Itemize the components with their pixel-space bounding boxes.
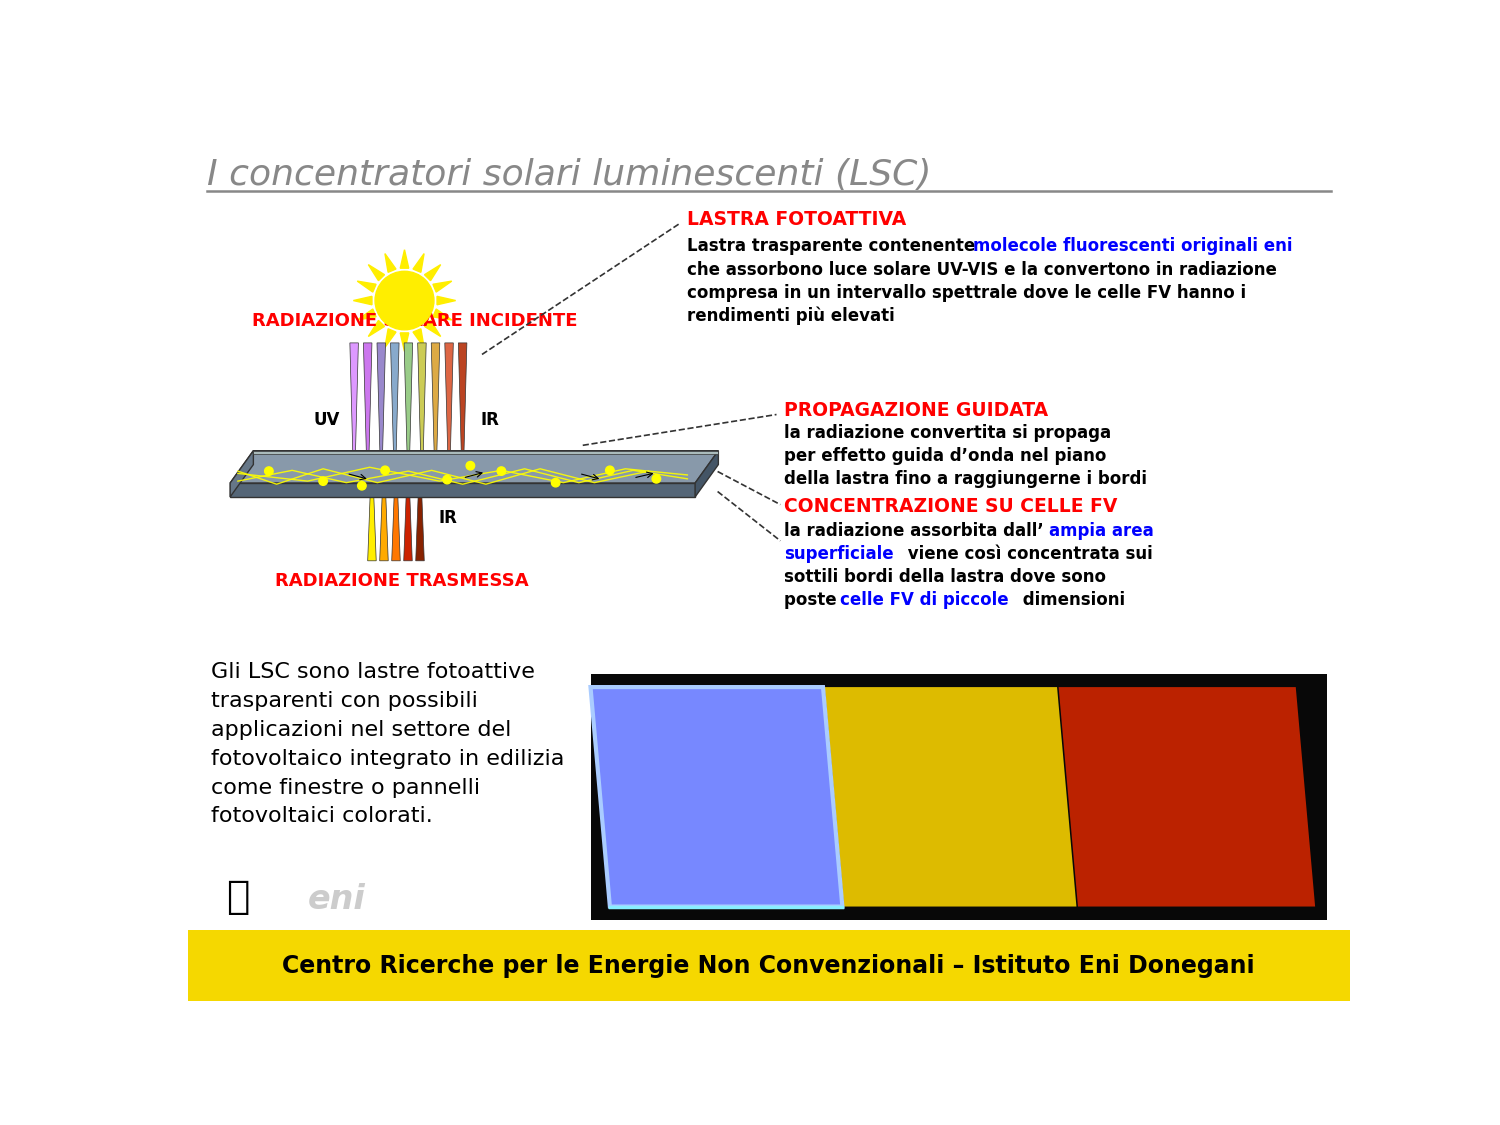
Text: Centro Ricerche per le Energie Non Convenzionali – Istituto Eni Donegani: Centro Ricerche per le Energie Non Conve…	[282, 954, 1256, 978]
Text: poste: poste	[784, 591, 843, 609]
Polygon shape	[446, 343, 453, 468]
Polygon shape	[368, 471, 376, 560]
Polygon shape	[591, 687, 843, 907]
Text: sottili bordi della lastra dove sono: sottili bordi della lastra dove sono	[784, 568, 1106, 586]
Text: celle FV di piccole: celle FV di piccole	[840, 591, 1008, 609]
Text: IR: IR	[480, 411, 500, 429]
Bar	[188, 930, 1350, 1001]
Polygon shape	[392, 471, 400, 560]
Text: RADIAZIONE TRASMESSA: RADIAZIONE TRASMESSA	[274, 572, 530, 590]
Polygon shape	[694, 451, 718, 497]
Polygon shape	[400, 333, 410, 351]
Text: PROPAGAZIONE GUIDATA: PROPAGAZIONE GUIDATA	[784, 400, 1048, 420]
Polygon shape	[417, 343, 426, 468]
Polygon shape	[404, 343, 412, 468]
Circle shape	[357, 482, 366, 490]
Text: rendimenti più elevati: rendimenti più elevati	[687, 307, 896, 325]
Bar	[591, 674, 1326, 920]
Polygon shape	[404, 471, 412, 560]
Circle shape	[381, 466, 390, 475]
Circle shape	[442, 476, 452, 484]
Polygon shape	[350, 343, 358, 468]
Text: 🐾: 🐾	[226, 879, 249, 916]
Circle shape	[652, 475, 660, 483]
Polygon shape	[354, 296, 372, 305]
Polygon shape	[390, 343, 399, 468]
Polygon shape	[230, 451, 254, 497]
Polygon shape	[357, 281, 376, 292]
Text: ampia area: ampia area	[1050, 522, 1154, 540]
Polygon shape	[363, 343, 372, 468]
Text: RADIAZIONE SOLARE INCIDENTE: RADIAZIONE SOLARE INCIDENTE	[252, 312, 578, 330]
Circle shape	[320, 477, 327, 485]
Polygon shape	[430, 343, 439, 468]
Polygon shape	[230, 451, 718, 483]
Polygon shape	[424, 264, 441, 280]
Polygon shape	[424, 321, 441, 336]
Polygon shape	[459, 343, 466, 468]
Polygon shape	[825, 687, 1077, 907]
Circle shape	[496, 467, 506, 476]
Circle shape	[606, 466, 613, 475]
Polygon shape	[413, 253, 424, 272]
Polygon shape	[1059, 687, 1316, 907]
Polygon shape	[413, 328, 424, 348]
Polygon shape	[254, 451, 718, 453]
Polygon shape	[386, 328, 396, 348]
Text: LASTRA FOTOATTIVA: LASTRA FOTOATTIVA	[687, 209, 906, 228]
Polygon shape	[380, 471, 388, 560]
Polygon shape	[357, 309, 376, 319]
Text: Lastra trasparente contenente: Lastra trasparente contenente	[687, 237, 981, 255]
Text: IR: IR	[438, 508, 458, 526]
Text: la radiazione assorbita dall’: la radiazione assorbita dall’	[784, 522, 1044, 540]
Circle shape	[264, 467, 273, 476]
Polygon shape	[400, 250, 410, 268]
Text: dimensioni: dimensioni	[1017, 591, 1125, 609]
Text: compresa in un intervallo spettrale dove le celle FV hanno i: compresa in un intervallo spettrale dove…	[687, 284, 1246, 302]
Text: della lastra fino a raggiungerne i bordi: della lastra fino a raggiungerne i bordi	[784, 470, 1148, 488]
Polygon shape	[230, 483, 694, 497]
Text: la radiazione convertita si propaga: la radiazione convertita si propaga	[784, 424, 1112, 442]
Text: eni: eni	[308, 883, 366, 916]
Text: viene così concentrata sui: viene così concentrata sui	[902, 544, 1154, 562]
Text: per effetto guida d’onda nel piano: per effetto guida d’onda nel piano	[784, 447, 1107, 465]
Polygon shape	[369, 321, 384, 336]
Circle shape	[375, 271, 434, 330]
Text: Gli LSC sono lastre fotoattive
trasparenti con possibili
applicazioni nel settor: Gli LSC sono lastre fotoattive trasparen…	[210, 663, 564, 827]
Text: I concentratori solari luminescenti (LSC): I concentratori solari luminescenti (LSC…	[207, 159, 932, 192]
Text: molecole fluorescenti originali eni: molecole fluorescenti originali eni	[972, 237, 1292, 255]
Circle shape	[466, 461, 474, 470]
Circle shape	[552, 478, 560, 487]
Polygon shape	[369, 264, 384, 280]
Polygon shape	[433, 281, 451, 292]
Text: che assorbono luce solare UV-VIS e la convertono in radiazione: che assorbono luce solare UV-VIS e la co…	[687, 261, 1276, 279]
Text: UV: UV	[314, 411, 340, 429]
Polygon shape	[433, 309, 451, 319]
Polygon shape	[436, 296, 456, 305]
Polygon shape	[386, 253, 396, 272]
Text: CONCENTRAZIONE SU CELLE FV: CONCENTRAZIONE SU CELLE FV	[784, 497, 1118, 516]
Polygon shape	[376, 343, 386, 468]
Polygon shape	[416, 471, 424, 560]
Text: superficiale: superficiale	[784, 544, 894, 562]
